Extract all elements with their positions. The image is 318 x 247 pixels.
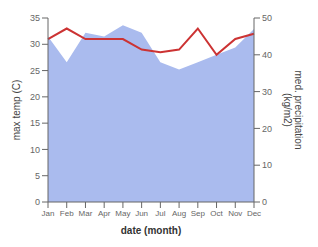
svg-text:50: 50 <box>262 13 272 23</box>
svg-text:10: 10 <box>30 145 40 155</box>
svg-text:20: 20 <box>30 92 40 102</box>
svg-text:40: 40 <box>262 50 272 60</box>
svg-text:30: 30 <box>262 87 272 97</box>
svg-text:0: 0 <box>35 197 40 207</box>
svg-text:30: 30 <box>30 39 40 49</box>
svg-text:Nov: Nov <box>228 209 242 218</box>
svg-text:20: 20 <box>262 124 272 134</box>
svg-text:Aug: Aug <box>172 209 186 218</box>
svg-text:Oct: Oct <box>210 209 223 218</box>
svg-text:Apr: Apr <box>98 209 111 218</box>
svg-text:Sep: Sep <box>191 209 206 218</box>
svg-text:Jan: Jan <box>42 209 55 218</box>
svg-text:date (month): date (month) <box>121 225 182 236</box>
svg-text:10: 10 <box>262 160 272 170</box>
svg-text:15: 15 <box>30 118 40 128</box>
svg-text:Mar: Mar <box>79 209 93 218</box>
svg-text:5: 5 <box>35 171 40 181</box>
svg-text:Jun: Jun <box>135 209 148 218</box>
svg-text:35: 35 <box>30 13 40 23</box>
svg-text:Feb: Feb <box>60 209 74 218</box>
svg-text:25: 25 <box>30 66 40 76</box>
svg-text:max temp (C): max temp (C) <box>11 80 22 141</box>
svg-text:May: May <box>115 209 130 218</box>
svg-text:0: 0 <box>262 197 267 207</box>
svg-text:med. precipitation(kg/m2): med. precipitation(kg/m2) <box>282 71 304 150</box>
svg-text:Dec: Dec <box>247 209 261 218</box>
svg-text:Jul: Jul <box>155 209 165 218</box>
